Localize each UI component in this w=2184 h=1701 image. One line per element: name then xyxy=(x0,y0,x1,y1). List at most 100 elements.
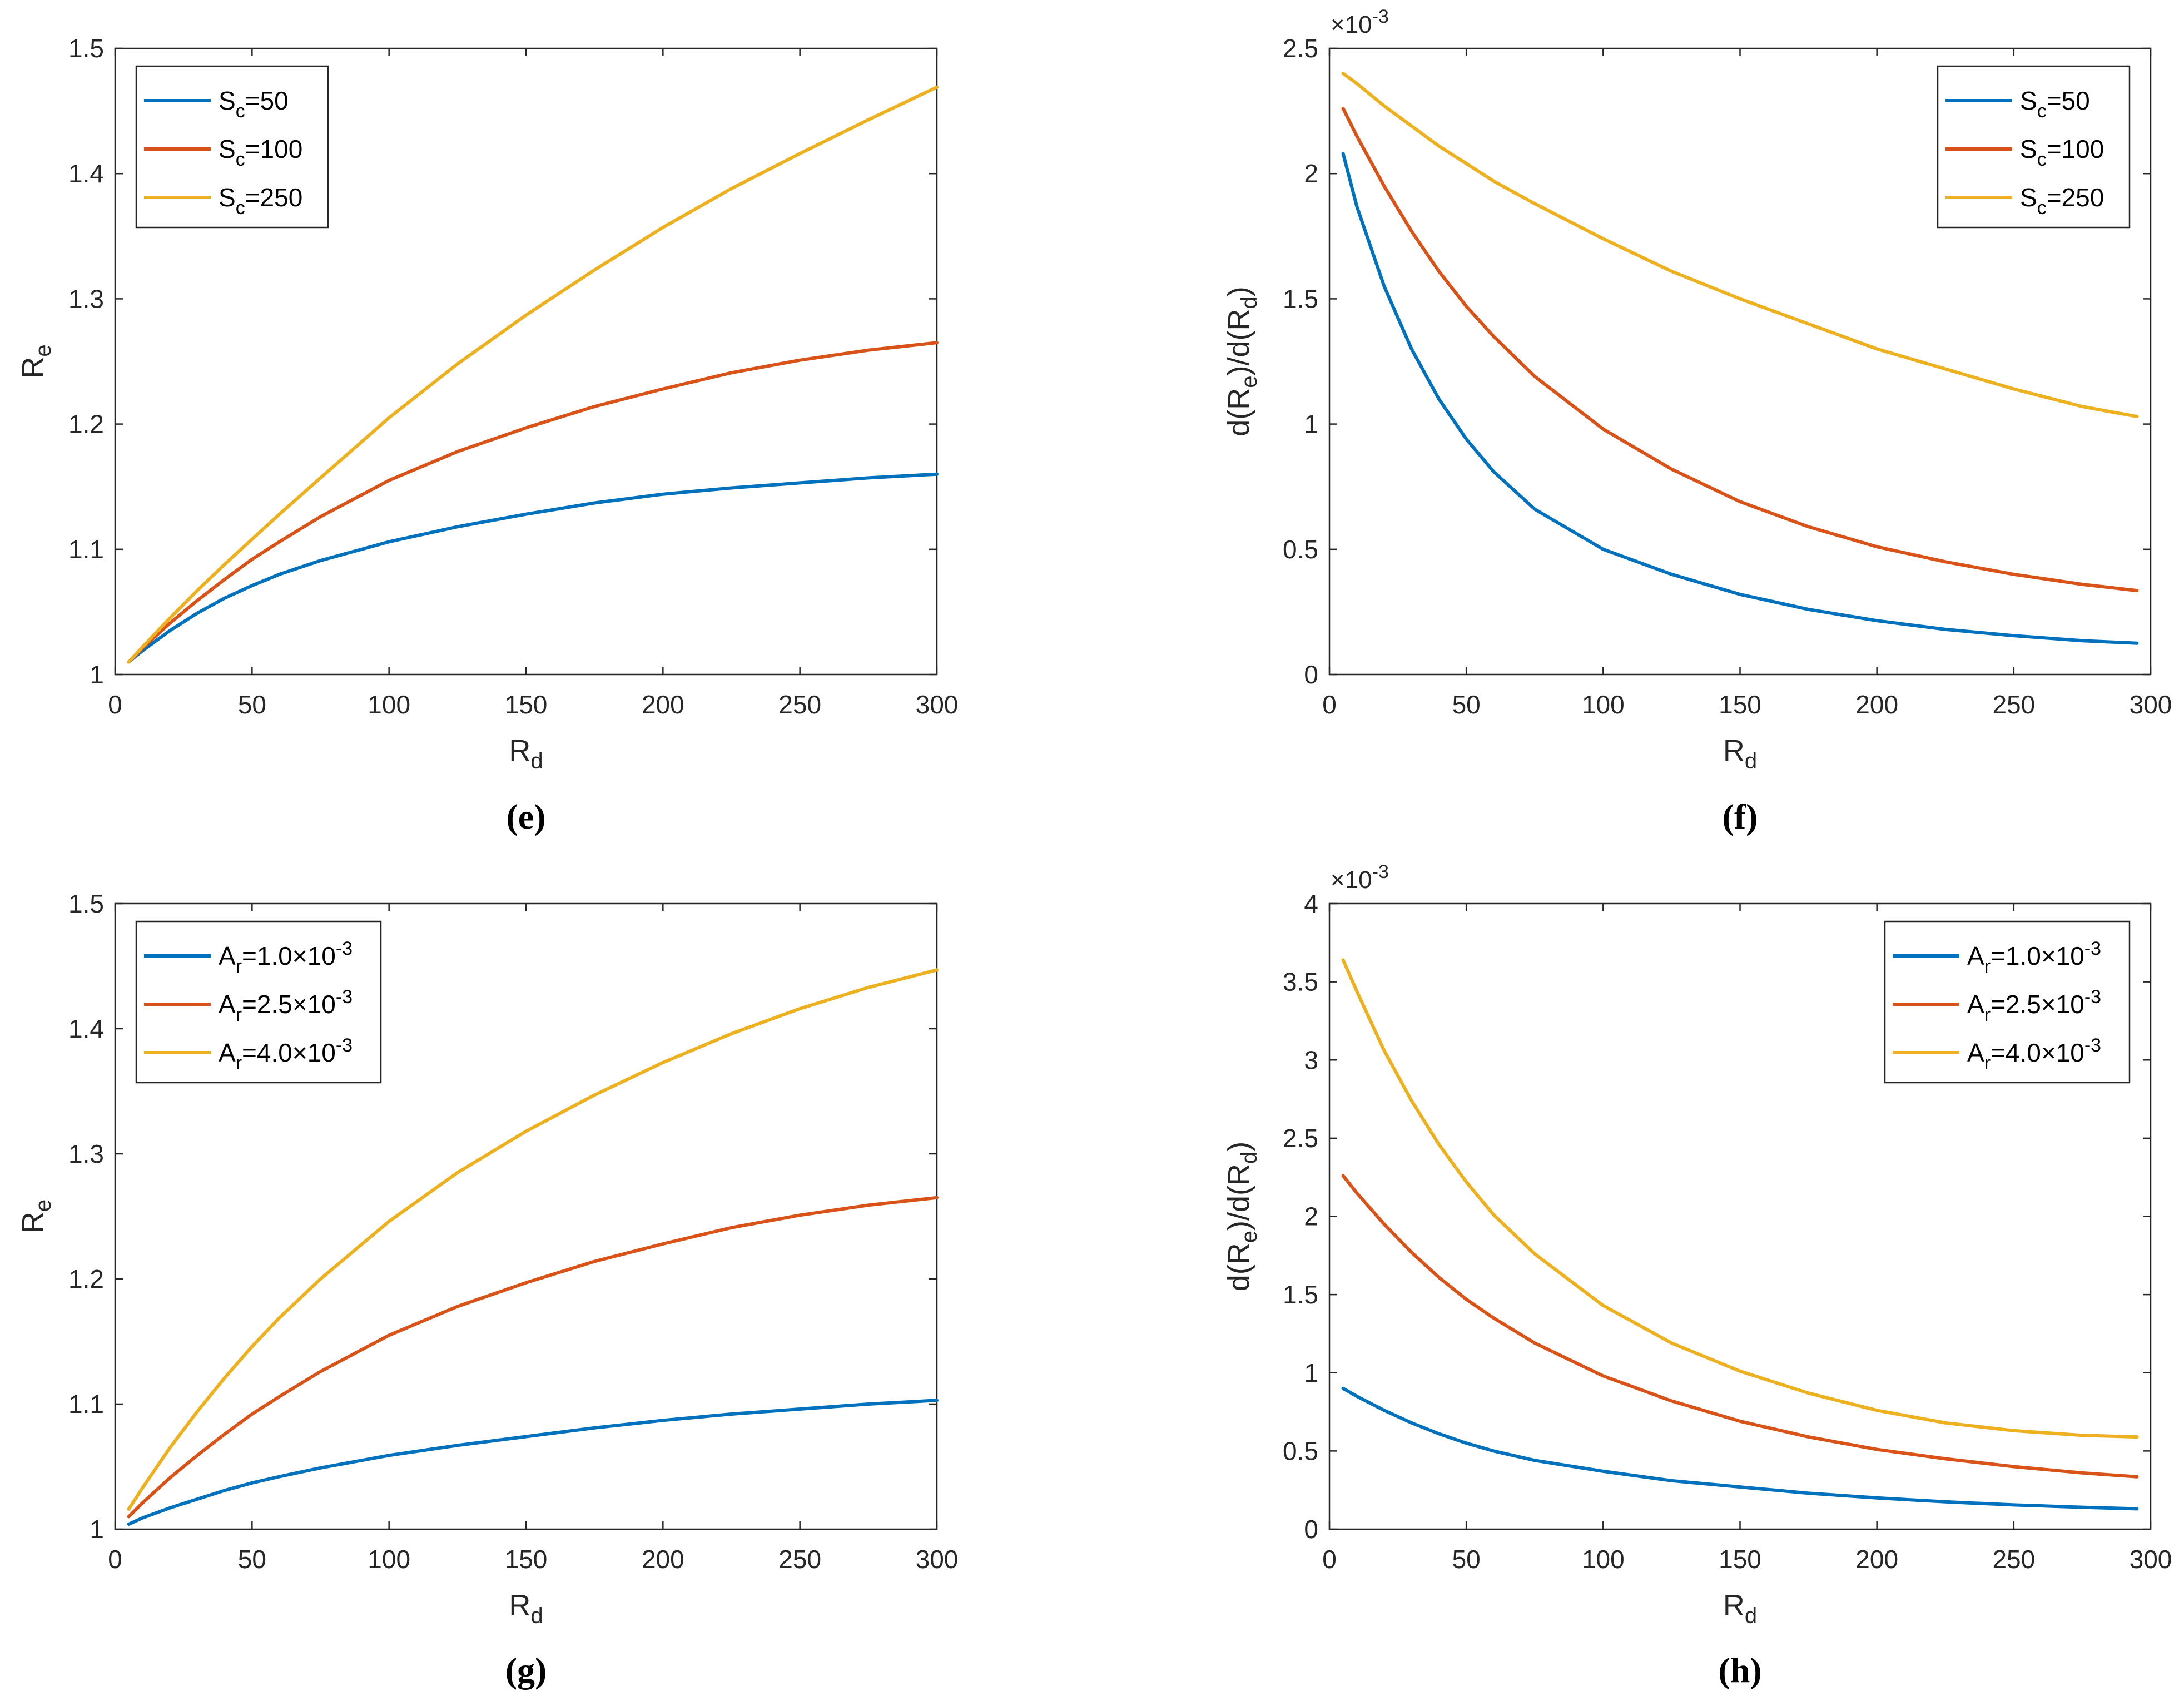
x-axis-label-main: R xyxy=(509,734,530,767)
panel-label: (g) xyxy=(505,1650,547,1690)
legend-label-rest: =4.0×10 xyxy=(1991,1038,2084,1067)
legend-label-2: Sc=100 xyxy=(2020,135,2104,170)
y-axis-label: d(Re)/d(Rd) xyxy=(1222,1142,1262,1292)
x-tick-label: 0 xyxy=(1322,690,1337,719)
y-axis-label-sub: e xyxy=(1237,1231,1262,1243)
legend-label-rest: =100 xyxy=(2047,135,2104,163)
series-line-2 xyxy=(1341,107,2139,593)
panel-label: (f) xyxy=(1723,797,1758,836)
y-tick-label: 1 xyxy=(90,660,104,689)
legend-box xyxy=(135,65,329,229)
x-tick-label: 200 xyxy=(1855,690,1898,719)
legend-box xyxy=(1884,920,2131,1084)
legend-label-1: Sc=50 xyxy=(219,86,289,122)
legend-label-main: S xyxy=(219,183,236,212)
legend-label-sup: -3 xyxy=(336,938,353,959)
x-axis-label: Rd xyxy=(1723,1589,1757,1628)
y-axis-label-mid: )/d(R xyxy=(1222,309,1255,375)
chart-panel-2: 0 50 100 150 200 250 30000.511.522.5×10-3Rdd(R… xyxy=(1222,6,2172,836)
legend-label-rest: =250 xyxy=(245,183,303,212)
x-tick-label: 50 xyxy=(1452,690,1481,719)
x-tick-label: 150 xyxy=(505,1545,548,1574)
x-tick-label: 300 xyxy=(2130,690,2172,719)
x-axis-label-main: R xyxy=(1723,734,1745,767)
legend-label-2: Sc=100 xyxy=(219,135,302,170)
y-axis-label-main: R xyxy=(16,1212,49,1233)
y-exponent-label: ×10-3 xyxy=(1331,6,1389,38)
x-axis-label-sub: d xyxy=(1745,1604,1757,1628)
legend-label-3: Sc=250 xyxy=(219,183,302,219)
x-tick-label: 150 xyxy=(1719,1545,1761,1574)
legend-label-sup: -3 xyxy=(2084,938,2101,959)
x-tick-label: 50 xyxy=(1452,1545,1481,1574)
legend-label-sub: r xyxy=(236,1053,242,1074)
y-exponent-power: -3 xyxy=(1372,6,1389,27)
y-tick-label: 0 xyxy=(1304,660,1318,689)
legend-label-3: Ar=4.0×10-3 xyxy=(219,1035,353,1074)
y-axis-label-sub2: d xyxy=(1237,296,1262,309)
y-tick-label: 1.3 xyxy=(68,284,104,313)
y-tick-label: 1.5 xyxy=(1283,284,1318,313)
x-axis-label-sub: d xyxy=(1745,749,1757,773)
legend-label-main: A xyxy=(1967,1038,1984,1067)
legend: Ar=1.0×10-3Ar=2.5×10-3Ar=4.0×10-3 xyxy=(135,920,382,1084)
x-tick-label: 100 xyxy=(1582,1545,1625,1574)
legend-label-rest: =250 xyxy=(2047,183,2104,212)
series-line-3 xyxy=(1341,958,2139,1439)
x-axis-label: Rd xyxy=(1723,734,1757,773)
legend-label-main: A xyxy=(219,1038,236,1067)
legend-label-sub: c xyxy=(2037,149,2047,170)
legend-label-3: Ar=4.0×10-3 xyxy=(1967,1035,2101,1074)
y-tick-label: 1.2 xyxy=(68,410,104,439)
x-axis-label-main: R xyxy=(1723,1589,1745,1622)
y-tick-label: 0 xyxy=(1304,1515,1318,1544)
series-line-1 xyxy=(1341,152,2139,645)
legend-label-main: A xyxy=(219,941,236,970)
legend-label-sup: -3 xyxy=(2084,986,2101,1008)
legend-box xyxy=(1937,65,2131,229)
x-tick-label: 200 xyxy=(642,1545,684,1574)
y-tick-label: 1.2 xyxy=(68,1264,104,1293)
legend-label-sub: c xyxy=(2037,197,2047,219)
legend-label-1: Sc=50 xyxy=(2020,86,2090,122)
legend-label-main: S xyxy=(219,135,236,163)
legend-label-main: A xyxy=(1967,941,1984,970)
legend-label-main: S xyxy=(2020,183,2037,212)
legend-label-rest: =1.0×10 xyxy=(242,941,336,970)
y-tick-label: 1.3 xyxy=(68,1139,104,1168)
chart-panel-3: 0 50 100 150 200 250 30011.11.21.31.41.5RdReAr… xyxy=(16,889,958,1690)
legend-label-main: S xyxy=(2020,86,2037,115)
x-tick-label: 200 xyxy=(642,690,684,719)
series-line-1 xyxy=(127,472,939,664)
y-axis-label-sub: e xyxy=(31,1199,56,1212)
legend-label-2: Ar=2.5×10-3 xyxy=(219,986,353,1025)
y-axis-label: d(Re)/d(Rd) xyxy=(1222,286,1262,437)
x-tick-label: 250 xyxy=(778,1545,821,1574)
legend-label-1: Ar=1.0×10-3 xyxy=(219,938,353,977)
legend: Sc=50 Sc=100 Sc=250 xyxy=(135,65,329,229)
y-exponent-label: ×10-3 xyxy=(1331,861,1389,894)
x-tick-label: 50 xyxy=(238,1545,266,1574)
y-tick-label: 2 xyxy=(1304,1202,1318,1231)
legend-label-main: S xyxy=(219,86,236,115)
y-axis-label-sub: e xyxy=(1237,375,1262,388)
y-exponent-base: ×10 xyxy=(1331,866,1372,894)
y-tick-label: 1 xyxy=(1304,410,1318,439)
legend-label-sup: -3 xyxy=(336,986,353,1008)
y-tick-label: 2.5 xyxy=(1283,1124,1318,1153)
legend-label-rest: =50 xyxy=(2047,86,2090,115)
legend-label-3: Sc=250 xyxy=(2020,183,2104,219)
y-axis-label: Re xyxy=(16,1199,56,1233)
y-axis-label-sub: e xyxy=(31,344,56,356)
legend-label-rest: =1.0×10 xyxy=(1991,941,2084,970)
legend-box xyxy=(135,920,382,1084)
x-tick-label: 0 xyxy=(108,1545,122,1574)
y-exponent-base: ×10 xyxy=(1331,11,1372,38)
y-tick-label: 3 xyxy=(1304,1045,1318,1074)
legend-label-sub: r xyxy=(236,1004,242,1025)
legend: Ar=1.0×10-3Ar=2.5×10-3Ar=4.0×10-3 xyxy=(1884,920,2131,1084)
series-line-3 xyxy=(127,85,939,664)
x-tick-label: 250 xyxy=(778,690,821,719)
legend-label-sub: r xyxy=(1984,1053,1991,1074)
